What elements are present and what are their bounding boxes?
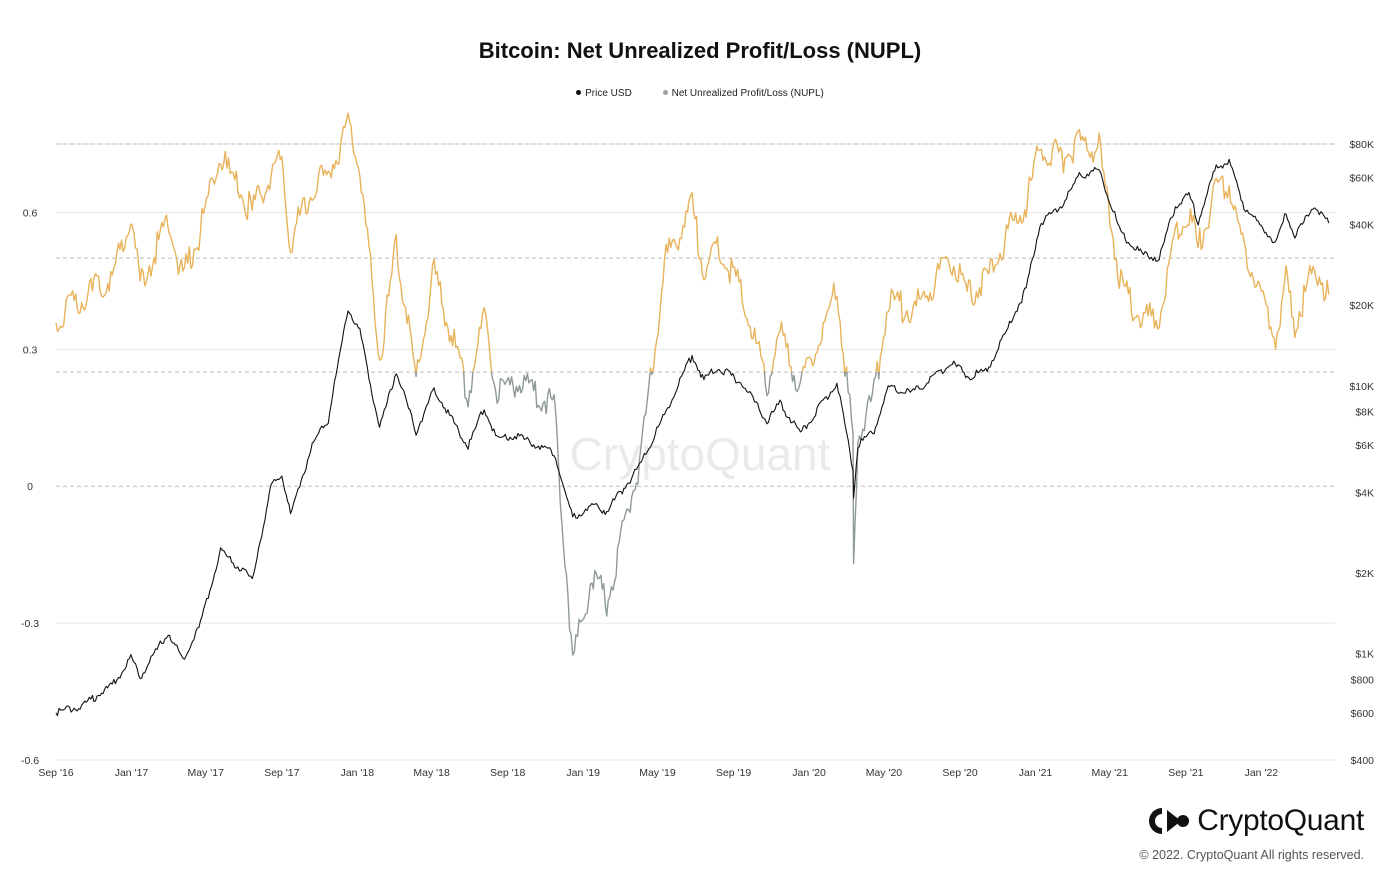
x-tick-label: Sep '21 — [1168, 767, 1203, 779]
legend-label-price: Price USD — [585, 88, 632, 99]
y-right-tick-label: $60K — [1349, 172, 1374, 184]
series-line-price — [55, 158, 1330, 717]
legend-label-nupl: Net Unrealized Profit/Loss (NUPL) — [671, 88, 824, 99]
y-right-tick-label: $10K — [1349, 381, 1374, 393]
copyright-text: © 2022. CryptoQuant All rights reserved. — [1139, 848, 1364, 862]
y-right-tick-label: $20K — [1349, 300, 1374, 312]
y-right-tick-label: $80K — [1349, 139, 1374, 151]
legend-marker-nupl — [662, 89, 668, 95]
y-axis-right: $80K $60K $40K $20K $10K $8K $6K $4K $2K $1K $800 $… — [1349, 139, 1374, 767]
x-tick-label: May '19 — [639, 767, 676, 779]
x-tick-label: May '20 — [866, 767, 903, 779]
y-right-tick-label: $40K — [1349, 220, 1374, 232]
y-right-tick-label: $600 — [1351, 708, 1375, 720]
x-tick-label: Jan '17 — [115, 767, 149, 779]
y-right-tick-label: $6K — [1355, 440, 1374, 452]
x-tick-label: Jan '22 — [1245, 767, 1279, 779]
reference-lines — [56, 143, 1335, 487]
series-line-nupl — [55, 112, 1330, 656]
x-tick-label: Sep '18 — [490, 767, 525, 779]
x-tick-label: May '18 — [413, 767, 450, 779]
cryptoquant-logo-icon — [1149, 808, 1190, 834]
y-axis-left: 0.6 0.3 0 -0.3 -0.6 — [21, 207, 39, 767]
x-tick-label: May '21 — [1092, 767, 1129, 779]
x-axis: Sep '16 Jan '17 May '17 Sep '17 Jan '18 May '… — [38, 767, 1278, 779]
brand-name: CryptoQuant — [1197, 804, 1364, 837]
y-left-tick-label: -0.6 — [21, 755, 39, 767]
x-tick-label: Sep '16 — [38, 767, 73, 779]
x-tick-label: Jan '21 — [1019, 767, 1053, 779]
y-left-tick-label: 0.6 — [23, 207, 38, 219]
series-layer — [55, 112, 1330, 717]
y-right-tick-label: $8K — [1355, 407, 1374, 419]
y-right-tick-label: $2K — [1355, 568, 1374, 580]
x-tick-label: Sep '19 — [716, 767, 751, 779]
chart-legend: Price USD Net Unrealized Profit/Loss (NU… — [0, 88, 1400, 99]
legend-marker-price — [576, 89, 582, 95]
watermark-text: CryptoQuant — [570, 428, 831, 480]
y-left-tick-label: 0.3 — [23, 344, 38, 356]
y-right-tick-label: $4K — [1355, 487, 1374, 499]
x-tick-label: May '17 — [188, 767, 225, 779]
y-right-tick-label: $1K — [1355, 648, 1374, 660]
x-tick-label: Sep '17 — [264, 767, 299, 779]
y-right-tick-label: $800 — [1351, 674, 1375, 686]
legend-item-nupl[interactable]: Net Unrealized Profit/Loss (NUPL) — [662, 88, 824, 99]
x-tick-label: Jan '19 — [566, 767, 600, 779]
y-left-tick-label: -0.3 — [21, 618, 39, 630]
legend-item-price[interactable]: Price USD — [576, 88, 632, 99]
x-tick-label: Jan '18 — [341, 767, 375, 779]
brand-logo: CryptoQuant — [1147, 804, 1364, 838]
x-tick-label: Sep '20 — [942, 767, 977, 779]
chart-title: Bitcoin: Net Unrealized Profit/Loss (NUP… — [478, 38, 922, 63]
y-right-tick-label: $400 — [1351, 755, 1375, 767]
x-tick-label: Jan '20 — [792, 767, 826, 779]
y-left-tick-label: 0 — [27, 481, 33, 493]
